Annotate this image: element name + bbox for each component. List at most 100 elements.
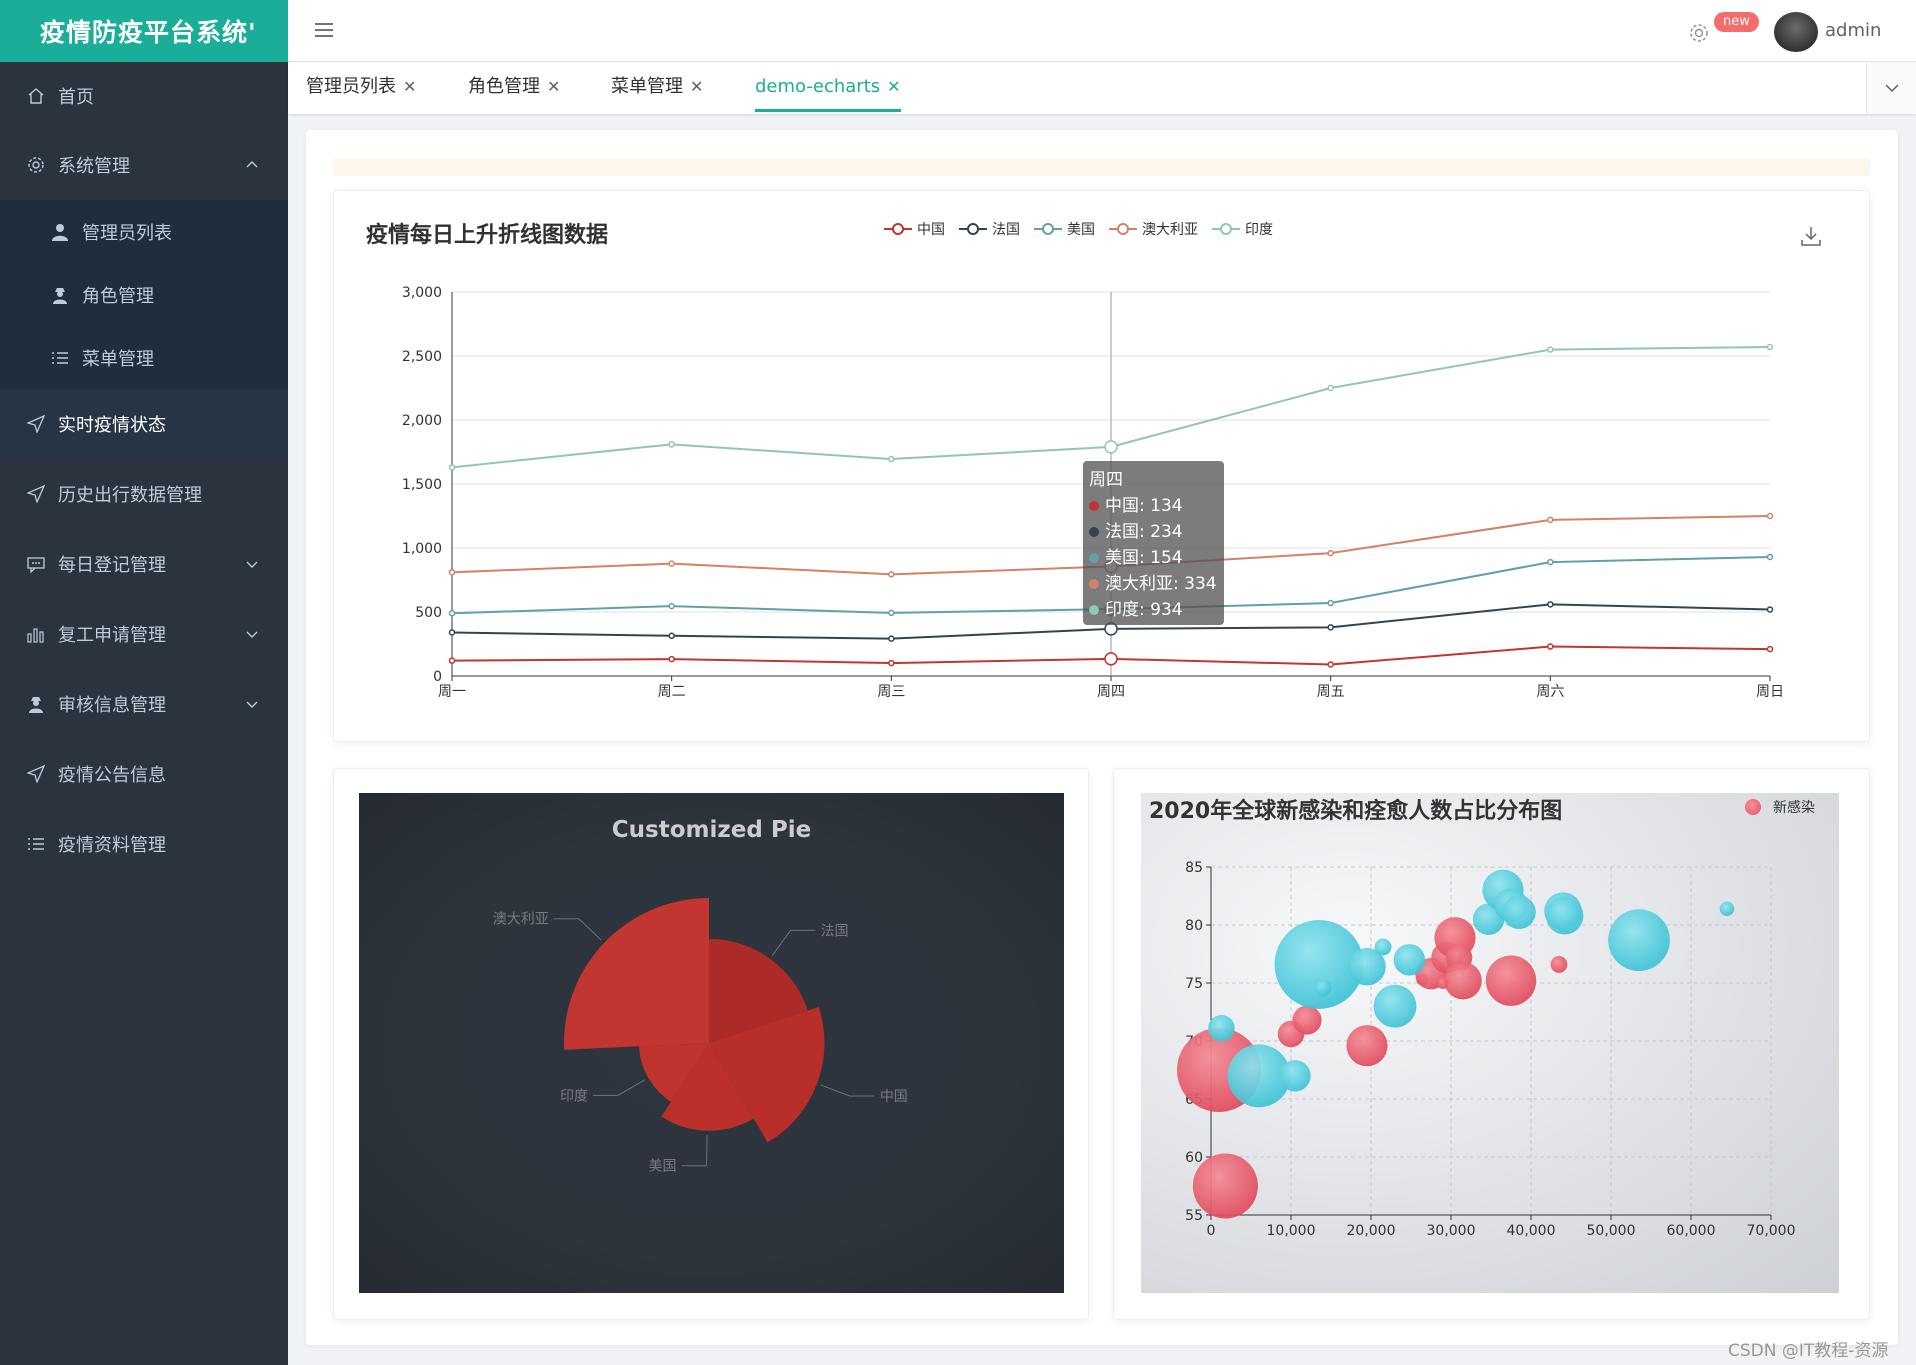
y-tick-label: 500 xyxy=(415,605,442,621)
y-tick-label: 55 xyxy=(1185,1208,1203,1224)
legend-item[interactable]: 中国 xyxy=(884,219,945,239)
y-tick-label: 2,000 xyxy=(402,413,442,429)
sidebar-item-label: 实时疫情状态 xyxy=(58,415,166,436)
bubble xyxy=(1550,956,1568,973)
tab-label: 菜单管理 xyxy=(611,76,683,97)
close-icon[interactable]: ✕ xyxy=(403,77,417,96)
sidebar-item-history[interactable]: 历史出行数据管理 xyxy=(0,459,288,529)
chart-title: Customized Pie xyxy=(611,817,812,843)
sidebar-item-label: 首页 xyxy=(58,87,94,108)
label-line xyxy=(681,1134,708,1167)
sidebar-item-system[interactable]: 系统管理 xyxy=(0,130,288,200)
data-point xyxy=(888,659,895,667)
data-point xyxy=(1766,606,1774,613)
legend-marker xyxy=(1109,223,1137,235)
tooltip-value: 中国: 134 xyxy=(1105,496,1183,516)
tooltip-value: 澳大利亚: 334 xyxy=(1105,574,1217,594)
data-point xyxy=(1327,384,1334,392)
tooltip-row: 法国: 234 xyxy=(1089,519,1218,545)
legend-marker xyxy=(1212,223,1240,235)
sidebar-item-materials[interactable]: 疫情资料管理 xyxy=(0,809,288,879)
sidebar-item-label: 疫情资料管理 xyxy=(58,835,166,856)
bubble xyxy=(1502,895,1536,930)
label-line xyxy=(592,1079,646,1096)
tab-admin-list[interactable]: 管理员列表 ✕ xyxy=(306,62,416,112)
bubble xyxy=(1314,979,1332,997)
data-point xyxy=(1104,440,1118,454)
hamburger-icon[interactable] xyxy=(312,18,336,42)
legend-item[interactable]: 法国 xyxy=(959,219,1020,239)
label-line xyxy=(820,1084,875,1097)
bubble xyxy=(1393,944,1426,976)
tab-demo-echarts[interactable]: demo-echarts ✕ xyxy=(755,62,901,112)
data-point xyxy=(448,657,456,664)
bubble xyxy=(1192,1153,1258,1219)
legend-item[interactable]: 澳大利亚 xyxy=(1109,219,1198,239)
x-tick-label: 周三 xyxy=(877,684,905,700)
line-chart: 05001,0001,5002,0002,5003,000周一 周二 周三 周四 周五周… xyxy=(402,285,1784,700)
legend-item[interactable]: 印度 xyxy=(1212,219,1273,239)
sidebar-item-menu[interactable]: 菜单管理 xyxy=(0,326,288,389)
bubble xyxy=(1279,1060,1311,1092)
legend-marker xyxy=(959,223,987,235)
send-icon xyxy=(26,414,46,434)
data-point xyxy=(1766,553,1774,561)
bubble xyxy=(1274,919,1364,1009)
chart-title: 2020年全球新感染和痊愈人数占比分布图 xyxy=(1149,799,1563,824)
label-line xyxy=(771,929,816,956)
tab-menu[interactable]: 菜单管理 ✕ xyxy=(611,62,703,112)
data-point xyxy=(1766,645,1774,653)
chart-legend[interactable]: 新感染 xyxy=(1745,797,1815,817)
app-logo-title: 疫情防疫平台系统' xyxy=(0,0,288,62)
sidebar-item-home[interactable]: 首页 xyxy=(0,62,288,130)
data-point xyxy=(888,635,895,642)
x-tick-label: 10,000 xyxy=(1267,1223,1316,1239)
bubble xyxy=(1719,901,1735,917)
username-label[interactable]: admin xyxy=(1825,20,1882,41)
chart-legend: 中国 法国 美国 澳大利亚 印度 xyxy=(884,219,1287,239)
x-tick-label: 40,000 xyxy=(1507,1223,1556,1239)
chevron-down-icon xyxy=(246,631,258,638)
sidebar-item-daily[interactable]: 每日登记管理 xyxy=(0,529,288,599)
tabs-dropdown-button[interactable] xyxy=(1866,62,1916,114)
sidebar-item-realtime[interactable]: 实时疫情状态 xyxy=(0,389,288,459)
sidebar-item-label: 管理员列表 xyxy=(82,222,172,244)
gear-icon[interactable] xyxy=(1688,22,1710,44)
data-point xyxy=(888,571,895,578)
chart-tooltip: 周四 中国: 134 法国: 234 美国: 154 澳大利亚: 334 印度:… xyxy=(1083,461,1224,625)
tab-role[interactable]: 角色管理 ✕ xyxy=(468,62,560,112)
x-tick-label: 周二 xyxy=(658,684,686,700)
x-tick-label: 周四 xyxy=(1097,684,1125,700)
bubble xyxy=(1485,955,1537,1006)
avatar[interactable] xyxy=(1774,12,1818,52)
close-icon[interactable]: ✕ xyxy=(887,77,901,96)
x-tick-label: 周日 xyxy=(1756,684,1784,700)
pie-slice xyxy=(661,1043,754,1131)
legend-label: 印度 xyxy=(1245,222,1273,238)
sidebar-item-resume-work[interactable]: 复工申请管理 xyxy=(0,599,288,669)
x-tick-label: 30,000 xyxy=(1427,1223,1476,1239)
bubble xyxy=(1545,896,1584,935)
sidebar: 疫情防疫平台系统' 首页 系统管理 管理员列表 角色管理 xyxy=(0,0,288,1365)
data-point xyxy=(1766,343,1774,351)
sidebar-item-role[interactable]: 角色管理 xyxy=(0,263,288,326)
close-icon[interactable]: ✕ xyxy=(690,77,704,96)
tooltip-row: 印度: 934 xyxy=(1089,597,1218,623)
slice-label: 法国 xyxy=(821,923,849,939)
series-marker xyxy=(1089,579,1099,589)
bar-chart-icon xyxy=(26,624,46,644)
tooltip-value: 印度: 934 xyxy=(1105,600,1183,620)
data-point xyxy=(888,455,895,463)
data-point xyxy=(1547,558,1554,566)
sidebar-item-review[interactable]: 审核信息管理 xyxy=(0,669,288,739)
x-tick-label: 60,000 xyxy=(1667,1223,1716,1239)
bubble xyxy=(1227,1044,1291,1108)
gear-icon xyxy=(26,155,46,175)
sidebar-item-announcement[interactable]: 疫情公告信息 xyxy=(0,739,288,809)
sidebar-item-admin-list[interactable]: 管理员列表 xyxy=(0,200,288,263)
tooltip-value: 美国: 154 xyxy=(1105,548,1183,568)
close-icon[interactable]: ✕ xyxy=(547,77,561,96)
download-icon[interactable] xyxy=(1800,225,1822,247)
legend-item[interactable]: 美国 xyxy=(1034,219,1095,239)
slice-label: 印度 xyxy=(560,1088,588,1104)
